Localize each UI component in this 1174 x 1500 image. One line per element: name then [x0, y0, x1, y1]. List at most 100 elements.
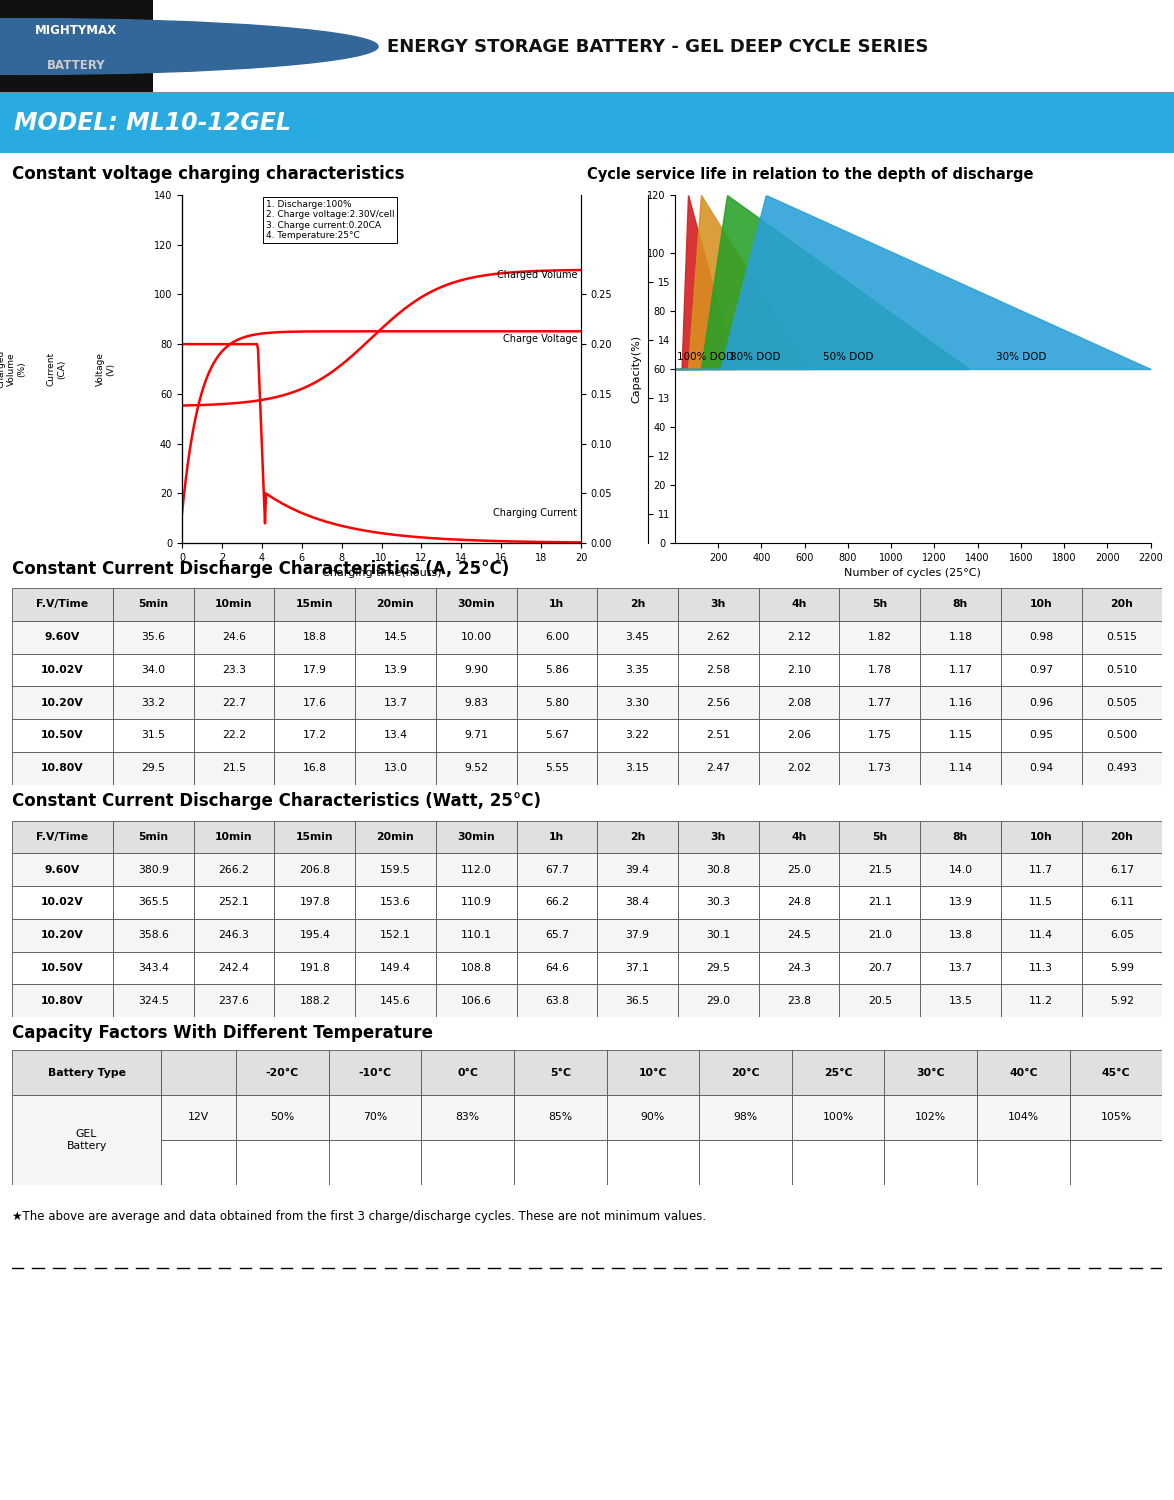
- Bar: [275, 821, 355, 854]
- Text: -10°C: -10°C: [358, 1068, 392, 1077]
- Bar: [920, 918, 1000, 951]
- FancyBboxPatch shape: [0, 0, 153, 93]
- Text: 2.51: 2.51: [707, 730, 730, 741]
- Bar: [514, 1140, 607, 1185]
- Bar: [598, 687, 677, 718]
- Bar: [700, 1050, 791, 1095]
- Text: Voltage
(V): Voltage (V): [96, 352, 115, 386]
- Bar: [1081, 687, 1162, 718]
- Bar: [758, 752, 839, 784]
- Bar: [1000, 718, 1081, 752]
- Text: 24.3: 24.3: [787, 963, 811, 974]
- Text: 83%: 83%: [456, 1113, 480, 1122]
- Bar: [275, 984, 355, 1017]
- Bar: [598, 718, 677, 752]
- Text: 24.6: 24.6: [222, 632, 247, 642]
- Text: 10h: 10h: [1030, 600, 1053, 609]
- Bar: [355, 853, 436, 886]
- Text: 13.7: 13.7: [384, 698, 407, 708]
- Bar: [1000, 621, 1081, 654]
- Bar: [758, 588, 839, 621]
- Text: F.V/Time: F.V/Time: [36, 833, 88, 842]
- Text: 152.1: 152.1: [380, 930, 411, 940]
- Text: 2h: 2h: [630, 833, 646, 842]
- Text: 188.2: 188.2: [299, 996, 330, 1005]
- Bar: [839, 752, 920, 784]
- Text: 21.1: 21.1: [868, 897, 892, 908]
- Text: 31.5: 31.5: [141, 730, 166, 741]
- Text: 0.96: 0.96: [1030, 698, 1053, 708]
- Bar: [514, 1095, 607, 1140]
- Bar: [1000, 886, 1081, 918]
- Text: 20.7: 20.7: [868, 963, 892, 974]
- Bar: [839, 886, 920, 918]
- Bar: [884, 1050, 977, 1095]
- Circle shape: [0, 18, 378, 75]
- Bar: [677, 951, 758, 984]
- Bar: [12, 918, 113, 951]
- Y-axis label: Capacity(%): Capacity(%): [632, 334, 641, 404]
- Bar: [607, 1095, 700, 1140]
- Bar: [113, 886, 194, 918]
- Bar: [700, 1095, 791, 1140]
- Text: 30min: 30min: [458, 833, 495, 842]
- Bar: [436, 718, 517, 752]
- Text: 23.3: 23.3: [222, 664, 247, 675]
- Bar: [920, 886, 1000, 918]
- Bar: [1081, 588, 1162, 621]
- Text: 20h: 20h: [1111, 600, 1133, 609]
- Text: Cycle service life in relation to the depth of discharge: Cycle service life in relation to the de…: [587, 166, 1033, 182]
- Text: 90%: 90%: [641, 1113, 664, 1122]
- Text: 13.9: 13.9: [949, 897, 972, 908]
- Bar: [517, 853, 598, 886]
- Bar: [1081, 752, 1162, 784]
- Bar: [113, 984, 194, 1017]
- Text: 0.510: 0.510: [1106, 664, 1138, 675]
- Text: 11.7: 11.7: [1030, 864, 1053, 874]
- Text: 153.6: 153.6: [380, 897, 411, 908]
- Text: 0.94: 0.94: [1030, 764, 1053, 772]
- Bar: [12, 984, 113, 1017]
- Text: 100% DOD: 100% DOD: [676, 352, 734, 363]
- Text: Constant voltage charging characteristics: Constant voltage charging characteristic…: [12, 165, 404, 183]
- Text: 70%: 70%: [363, 1113, 387, 1122]
- Bar: [1000, 654, 1081, 687]
- Text: 2h: 2h: [630, 600, 646, 609]
- Text: 108.8: 108.8: [460, 963, 492, 974]
- Bar: [517, 687, 598, 718]
- Text: 4h: 4h: [791, 600, 807, 609]
- Bar: [677, 654, 758, 687]
- Bar: [1081, 821, 1162, 854]
- Text: Charged Volume: Charged Volume: [497, 270, 578, 279]
- Text: 14.0: 14.0: [949, 864, 972, 874]
- Text: 23.8: 23.8: [787, 996, 811, 1005]
- Text: 10.02V: 10.02V: [41, 897, 83, 908]
- Text: 37.9: 37.9: [626, 930, 649, 940]
- Text: 21.5: 21.5: [868, 864, 892, 874]
- Bar: [12, 821, 113, 854]
- Text: 13.4: 13.4: [384, 730, 407, 741]
- Text: 104%: 104%: [1007, 1113, 1039, 1122]
- Bar: [758, 621, 839, 654]
- Bar: [421, 1140, 514, 1185]
- Bar: [758, 687, 839, 718]
- Text: 195.4: 195.4: [299, 930, 330, 940]
- Bar: [758, 718, 839, 752]
- Bar: [607, 1140, 700, 1185]
- Bar: [517, 752, 598, 784]
- Bar: [12, 654, 113, 687]
- Text: 0.97: 0.97: [1030, 664, 1053, 675]
- Text: 2.06: 2.06: [787, 730, 811, 741]
- Bar: [1070, 1095, 1162, 1140]
- Bar: [598, 853, 677, 886]
- Bar: [436, 654, 517, 687]
- Text: 365.5: 365.5: [137, 897, 169, 908]
- Text: 0.98: 0.98: [1030, 632, 1053, 642]
- Text: 13.8: 13.8: [949, 930, 972, 940]
- Text: 5h: 5h: [872, 833, 888, 842]
- Bar: [1081, 853, 1162, 886]
- Bar: [421, 1050, 514, 1095]
- Bar: [12, 621, 113, 654]
- Bar: [517, 918, 598, 951]
- Bar: [884, 1095, 977, 1140]
